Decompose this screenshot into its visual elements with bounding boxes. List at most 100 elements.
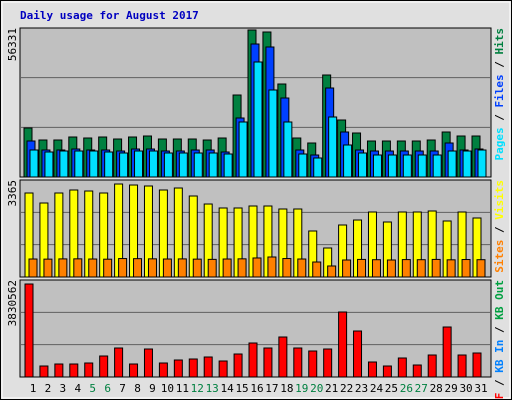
legend-entry: Pages — [493, 127, 506, 160]
y-max-label: 56331 — [6, 28, 19, 61]
bar — [382, 365, 392, 378]
bar — [177, 258, 187, 278]
bar — [233, 353, 243, 378]
x-tick-label: 3 — [60, 382, 67, 395]
bar — [129, 363, 139, 378]
x-tick-label: 18 — [280, 382, 293, 395]
bar — [178, 152, 188, 178]
x-tick-label: 15 — [235, 382, 248, 395]
legend-entry: Visits — [493, 180, 506, 220]
bar — [238, 121, 248, 178]
bar — [371, 259, 381, 278]
bar — [477, 149, 487, 178]
bar — [462, 150, 472, 178]
bar — [313, 157, 323, 178]
bar — [417, 154, 427, 178]
bar — [353, 330, 363, 378]
x-tick-label: 25 — [385, 382, 398, 395]
x-tick-label: 7 — [119, 382, 126, 395]
bar — [343, 144, 353, 178]
legend: Pages / Files / Hits — [493, 28, 506, 161]
bar — [193, 152, 203, 178]
bar — [133, 258, 143, 278]
bar — [268, 89, 278, 178]
bar — [253, 61, 263, 178]
bar — [431, 258, 441, 278]
bar — [401, 259, 411, 278]
bar — [73, 258, 83, 278]
bar — [323, 348, 333, 378]
bar — [134, 150, 144, 178]
bar — [252, 257, 262, 278]
x-tick-label: 17 — [265, 382, 278, 395]
bar — [372, 154, 382, 178]
bar — [442, 326, 452, 378]
legend-entry: Sites — [493, 240, 506, 273]
x-tick-label: 2 — [45, 382, 52, 395]
x-tick-label: 28 — [430, 382, 443, 395]
bar — [89, 150, 99, 178]
x-tick-label: 12 — [191, 382, 204, 395]
bar — [386, 259, 396, 278]
bar — [342, 259, 352, 278]
bar — [24, 283, 34, 378]
x-tick-label: 23 — [355, 382, 368, 395]
bar — [54, 363, 64, 378]
bar — [297, 258, 307, 278]
bar — [208, 152, 218, 178]
bar — [203, 356, 213, 378]
bar — [446, 259, 456, 278]
bar — [69, 363, 79, 378]
bar — [412, 364, 422, 378]
legend-separator: / — [493, 220, 506, 240]
x-tick-label: 13 — [206, 382, 219, 395]
bar — [162, 258, 172, 278]
bar — [207, 258, 217, 278]
bar — [402, 154, 412, 178]
legend-entry: KB In — [493, 340, 506, 373]
bar — [118, 258, 128, 278]
bar — [222, 258, 232, 278]
bar — [447, 150, 457, 178]
bar — [367, 361, 377, 378]
legend-entry: Files — [493, 74, 506, 107]
x-tick-label: 16 — [250, 382, 263, 395]
legend-entry: KB F — [493, 393, 506, 400]
bar — [223, 153, 233, 178]
x-tick-label: 30 — [459, 382, 472, 395]
x-tick-label: 22 — [340, 382, 353, 395]
bar — [148, 150, 158, 178]
legend-entry: KB Out — [493, 280, 506, 320]
bar — [147, 258, 157, 278]
bar — [119, 152, 129, 178]
x-tick-label: 8 — [134, 382, 141, 395]
x-tick-label: 20 — [310, 382, 323, 395]
legend-separator: / — [493, 320, 506, 340]
bar — [44, 151, 54, 178]
x-tick-label: 19 — [295, 382, 308, 395]
bar — [461, 259, 471, 278]
bar — [74, 150, 84, 178]
bar — [263, 347, 273, 378]
bar — [427, 354, 437, 378]
bar — [278, 336, 288, 378]
x-tick-label: 26 — [400, 382, 413, 395]
chart-title: Daily usage for August 2017 — [20, 9, 199, 22]
bar — [99, 355, 109, 378]
x-tick-label: 6 — [104, 382, 111, 395]
bar — [472, 352, 482, 378]
bar — [298, 153, 308, 178]
bar — [28, 258, 38, 278]
x-tick-label: 5 — [89, 382, 96, 395]
x-tick-label: 21 — [325, 382, 338, 395]
bar — [476, 259, 486, 278]
bar — [173, 359, 183, 378]
bar — [282, 258, 292, 278]
x-tick-label: 9 — [149, 382, 156, 395]
bar — [218, 360, 228, 378]
bar — [88, 258, 98, 278]
bar — [58, 258, 68, 278]
bar — [432, 154, 442, 178]
bar — [457, 354, 467, 378]
